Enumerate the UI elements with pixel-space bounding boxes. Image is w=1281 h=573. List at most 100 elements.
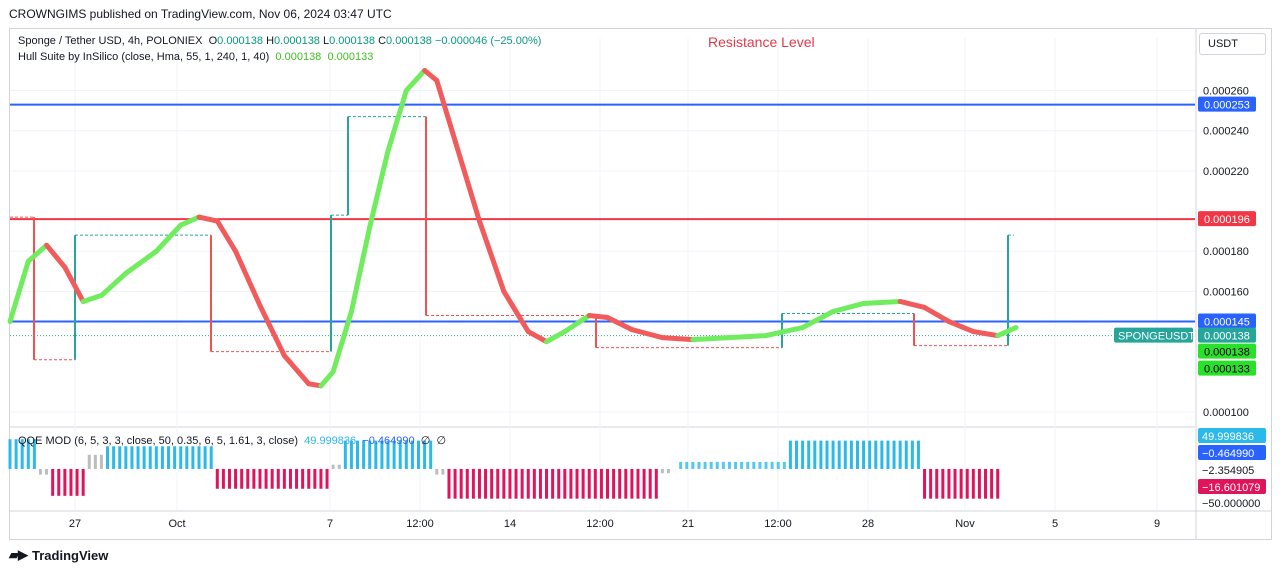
- qqe-bar: [734, 461, 738, 469]
- qqe-bar: [618, 468, 622, 499]
- hull-suite-segment: [946, 319, 976, 335]
- qqe-bar: [630, 468, 634, 499]
- price-tag-bg: [1198, 327, 1256, 343]
- qqe-bar: [727, 461, 731, 469]
- hull-suite-segment: [153, 222, 184, 254]
- footer-brand[interactable]: ▰▶ TradingView: [9, 547, 108, 563]
- indicator-title[interactable]: Hull Suite by InSilico (close, Hma, 55, …: [18, 51, 270, 63]
- hull-suite-segment: [476, 218, 507, 294]
- qqe-bar: [435, 468, 439, 475]
- qqe-bar: [679, 461, 683, 469]
- x-tick-label: 7: [327, 518, 333, 530]
- qqe-bar: [368, 440, 372, 469]
- x-tick-label: 12:00: [586, 518, 614, 530]
- qqe-bar: [514, 468, 518, 499]
- qqe-bar: [606, 468, 610, 499]
- qqe-bar: [45, 468, 49, 475]
- qqe-axis-tag: 49.999836: [1202, 431, 1254, 443]
- qqe-bar: [984, 468, 988, 499]
- support-upper-label-bg: [1198, 96, 1256, 112]
- hull-suite-segment: [178, 214, 202, 228]
- main-legend: Sponge / Tether USD, 4h, POLONIEX O0.000…: [18, 35, 541, 47]
- qqe-bar: [685, 461, 689, 469]
- hull-suite-segment: [922, 304, 952, 325]
- qqe-bar: [910, 440, 914, 469]
- y-tick-label: 0.000180: [1203, 246, 1249, 258]
- qqe-bar: [276, 468, 280, 489]
- qqe-bar: [593, 468, 597, 499]
- qqe-bar: [282, 468, 286, 489]
- qqe-bar: [959, 468, 963, 499]
- resistance-label: 0.000196: [1204, 214, 1250, 226]
- qqe-bar: [471, 468, 475, 499]
- qqe-bar: [874, 440, 878, 469]
- price-tag: 0.000138: [1204, 347, 1250, 359]
- hull-suite-segment: [330, 309, 354, 375]
- qqe-bar: [587, 468, 591, 499]
- qqe-bar: [246, 468, 250, 489]
- qqe-bar: [715, 461, 719, 469]
- tradingview-logo-icon: ▰▶: [9, 547, 28, 562]
- qqe-bar: [441, 468, 445, 475]
- qqe-bar: [721, 461, 725, 469]
- qqe-bar: [545, 468, 549, 499]
- qqe-bar: [99, 454, 103, 469]
- qqe-bar: [868, 440, 872, 469]
- hull-suite-segment: [7, 258, 31, 325]
- hull-suite-segment: [562, 313, 592, 335]
- qqe-bar: [532, 468, 536, 499]
- x-tick-label: 21: [682, 518, 694, 530]
- qqe-bar: [63, 468, 67, 496]
- support-upper-label: 0.000253: [1204, 100, 1250, 112]
- qqe-value-2: −0.464990: [362, 435, 415, 447]
- support-lower-label: 0.000145: [1204, 317, 1250, 329]
- qqe-bar: [624, 468, 628, 499]
- qqe-bar: [502, 468, 506, 499]
- high-label: H: [266, 35, 275, 47]
- indicator-value-2: 0.000133: [327, 51, 374, 63]
- qqe-bar: [892, 440, 896, 469]
- qqe-bar: [916, 440, 920, 469]
- qqe-bar: [849, 440, 853, 469]
- qqe-bar: [179, 446, 183, 469]
- qqe-bar: [703, 461, 707, 469]
- hull-suite-segment: [25, 242, 50, 264]
- hull-suite-segment: [214, 218, 239, 254]
- hull-suite-segment: [970, 329, 1001, 339]
- hull-suite-segment: [800, 309, 836, 331]
- qqe-bar: [423, 440, 427, 469]
- qqe-bar: [240, 468, 244, 489]
- qqe-bar: [746, 461, 750, 469]
- qqe-bar: [343, 440, 347, 469]
- hull-suite-segment: [861, 298, 903, 306]
- change-value: −0.000046 (−25.00%): [434, 35, 542, 47]
- qqe-bar: [843, 440, 847, 469]
- qqe-bar: [234, 468, 238, 489]
- qqe-bar: [496, 468, 500, 499]
- qqe-axis-tag-bg: [1198, 445, 1266, 460]
- qqe-bar: [392, 440, 396, 469]
- qqe-bar: [38, 468, 42, 475]
- qqe-bar: [581, 468, 585, 499]
- symbol-title[interactable]: Sponge / Tether USD, 4h, POLONIEX: [18, 35, 203, 47]
- qqe-bar: [221, 468, 225, 489]
- qqe-bar: [807, 440, 811, 469]
- hull-suite-segment: [44, 242, 68, 270]
- qqe-symbol-1: ∅: [420, 435, 431, 447]
- qqe-bar: [612, 468, 616, 499]
- qqe-bar: [837, 440, 841, 469]
- x-tick-label: Nov: [955, 518, 975, 530]
- hull-suite-segment: [544, 329, 568, 345]
- currency-button[interactable]: USDT: [1199, 33, 1266, 55]
- x-tick-label: 12:00: [406, 518, 434, 530]
- qqe-bar: [264, 468, 268, 489]
- qqe-title[interactable]: QQE MOD (6, 5, 3, 3, close, 50, 0.35, 6,…: [18, 435, 299, 447]
- qqe-bar: [185, 446, 189, 469]
- hull-suite-segment: [830, 300, 867, 315]
- qqe-bar: [654, 468, 658, 499]
- open-value: 0.000138: [217, 35, 264, 47]
- hull-suite-segment: [763, 325, 806, 339]
- qqe-bar: [325, 468, 329, 489]
- hull-suite-segment: [98, 270, 129, 298]
